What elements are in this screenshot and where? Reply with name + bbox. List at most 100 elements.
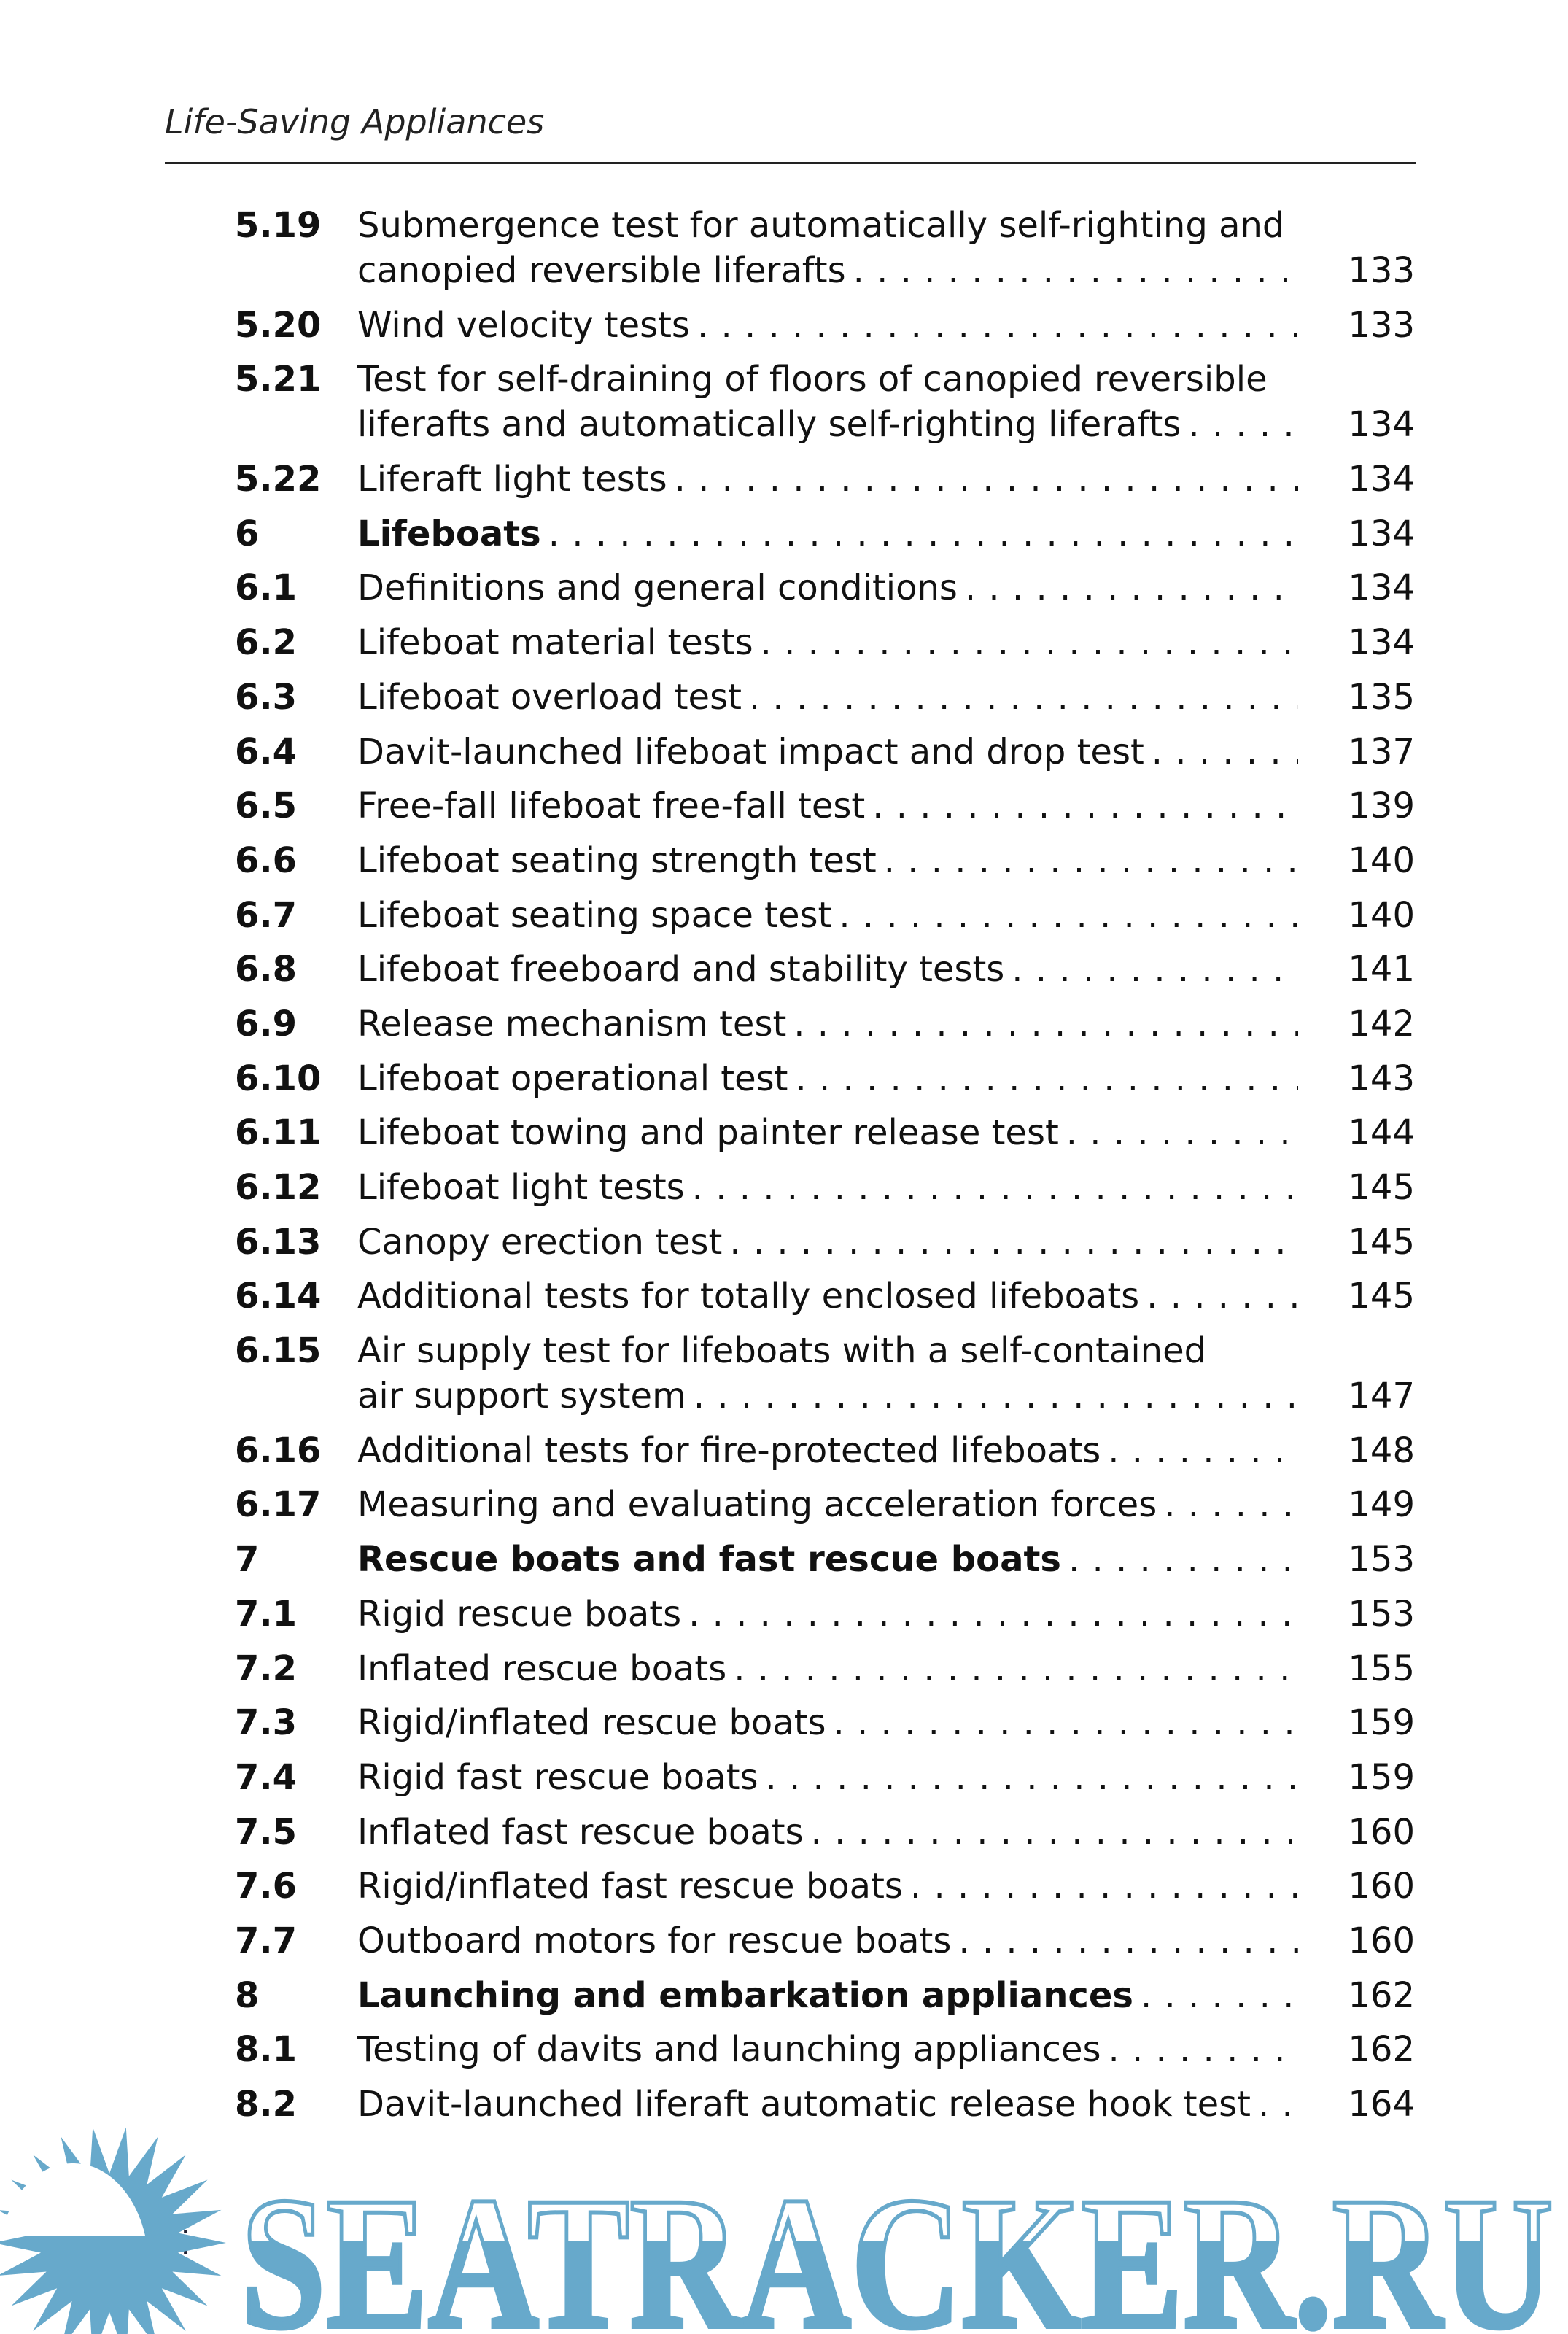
section-number: 6.3 [235, 676, 298, 718]
toc-entry[interactable]: 6.14 Additional tests for totally enclose… [0, 1273, 1568, 1319]
section-number: 8.1 [235, 2029, 298, 2071]
page-reference: 140 [1348, 840, 1415, 881]
dot-leader [692, 1165, 1298, 1210]
page-reference: 140 [1348, 894, 1415, 936]
section-number: 6.10 [235, 1058, 322, 1099]
toc-entry[interactable]: 6.8 Lifeboat freeboard and stability test… [0, 947, 1568, 992]
toc-entry[interactable]: 6.7 Lifeboat seating space test 140 [0, 893, 1568, 938]
toc-entry[interactable]: 6.2 Lifeboat material tests 134 [0, 620, 1568, 665]
toc-entry[interactable]: 7.5 Inflated fast rescue boats 160 [0, 1810, 1568, 1855]
section-number: 6.9 [235, 1003, 298, 1044]
section-number: 6.6 [235, 840, 298, 881]
page-reference: 145 [1348, 1276, 1415, 1317]
section-title: Free-fall lifeboat free-fall test [357, 786, 866, 827]
dot-leader [795, 1056, 1298, 1101]
section-number: 8.2 [235, 2084, 298, 2125]
toc-entry[interactable]: 7.7 Outboard motors for rescue boats 160 [0, 1918, 1568, 1963]
section-number: 6.8 [235, 949, 298, 990]
toc-entry[interactable]: 5.21 Test for self-draining of floors of … [0, 357, 1568, 447]
toc-entry[interactable]: 6.3 Lifeboat overload test 135 [0, 675, 1568, 720]
toc-entry[interactable]: 6.17 Measuring and evaluating acceleratio… [0, 1482, 1568, 1527]
dot-leader [1012, 947, 1298, 992]
page-reference: 143 [1348, 1058, 1415, 1099]
section-title: Air supply test for lifeboats with a sel… [357, 1330, 1207, 1372]
section-title: air support system [357, 1376, 686, 1417]
page-reference: 164 [1348, 2084, 1415, 2125]
section-title: Release mechanism test [357, 1003, 787, 1044]
section-number: 7.5 [235, 1811, 298, 1853]
section-number: 6 [235, 513, 260, 554]
page-reference: 133 [1348, 250, 1415, 291]
page-reference: 134 [1348, 567, 1415, 609]
toc-entry[interactable]: 8.1 Testing of davits and launching appli… [0, 2027, 1568, 2072]
dot-leader [1152, 729, 1298, 775]
dot-leader [749, 675, 1298, 720]
toc-entry[interactable]: 5.20 Wind velocity tests 133 [0, 303, 1568, 348]
toc-entry[interactable]: 5.19 Submergence test for automatically s… [0, 203, 1568, 293]
section-title: Lifeboat seating space test [357, 894, 832, 936]
page-reference: 137 [1348, 731, 1415, 772]
section-number: 8 [235, 1974, 260, 2016]
section-number: 7.1 [235, 1593, 298, 1635]
dot-leader [1066, 1110, 1298, 1155]
dot-leader [1108, 1428, 1298, 1473]
section-number: 7.3 [235, 1702, 298, 1744]
toc-entry[interactable]: 6.16 Additional tests for fire-protected … [0, 1428, 1568, 1473]
toc-entry[interactable]: 6.12 Lifeboat light tests 145 [0, 1165, 1568, 1210]
dot-leader [1146, 1273, 1298, 1319]
dot-leader [766, 1755, 1298, 1800]
page-reference: 160 [1348, 1866, 1415, 1907]
section-title: Rigid fast rescue boats [357, 1756, 758, 1798]
toc-entry[interactable]: 6.1 Definitions and general conditions 134 [0, 565, 1568, 610]
toc-entry[interactable]: 6.15 Air supply test for lifeboats with a… [0, 1328, 1568, 1419]
toc-entry[interactable]: 6.13 Canopy erection test 145 [0, 1220, 1568, 1265]
section-title: Launching and embarkation appliances [357, 1974, 1133, 2016]
dot-leader [910, 1864, 1298, 1909]
toc-entry[interactable]: 6.11 Lifeboat towing and painter release … [0, 1110, 1568, 1155]
toc-entry[interactable]: 6.4 Davit-launched lifeboat impact and dr… [0, 729, 1568, 775]
toc-entry[interactable]: 7.2 Inflated rescue boats 155 [0, 1646, 1568, 1691]
section-title: Lifeboat freeboard and stability tests [357, 949, 1005, 990]
toc-entry[interactable]: 6.10 Lifeboat operational test 143 [0, 1056, 1568, 1101]
section-number: 6.16 [235, 1430, 322, 1471]
section-number: 5.22 [235, 459, 322, 500]
toc-entry[interactable]: 6.6 Lifeboat seating strength test 140 [0, 838, 1568, 883]
section-number: 6.14 [235, 1276, 322, 1317]
dot-leader [834, 1700, 1298, 1745]
page-reference: 135 [1348, 676, 1415, 718]
toc-entry[interactable]: 6 Lifeboats 134 [0, 511, 1568, 557]
dot-leader [1188, 402, 1298, 447]
section-title: Lifeboat operational test [357, 1058, 788, 1099]
toc-entry[interactable]: 6.5 Free-fall lifeboat free-fall test 139 [0, 783, 1568, 829]
toc-entry[interactable]: 7.6 Rigid/inflated fast rescue boats 160 [0, 1864, 1568, 1909]
toc-entry[interactable]: 5.22 Liferaft light tests 134 [0, 457, 1568, 502]
sun-icon [0, 2127, 226, 2334]
section-title: Submergence test for automatically self-… [357, 205, 1285, 246]
dot-leader [761, 620, 1298, 665]
page-reference: 159 [1348, 1756, 1415, 1798]
section-number: 6.7 [235, 894, 298, 936]
toc-entry[interactable]: 6.9 Release mechanism test 142 [0, 1001, 1568, 1047]
toc-entry[interactable]: 7.3 Rigid/inflated rescue boats 159 [0, 1700, 1568, 1745]
section-title: Measuring and evaluating acceleration fo… [357, 1484, 1157, 1526]
section-title: Davit-launched liferaft automatic releas… [357, 2084, 1251, 2125]
section-number: 5.19 [235, 205, 322, 246]
dot-leader [548, 511, 1298, 557]
toc-entry[interactable]: 7.1 Rigid rescue boats 153 [0, 1591, 1568, 1637]
dot-leader [853, 248, 1298, 293]
dot-leader [884, 838, 1298, 883]
section-title: Lifeboat towing and painter release test [357, 1112, 1059, 1154]
page-reference: 134 [1348, 404, 1415, 446]
section-title: Inflated rescue boats [357, 1648, 727, 1689]
toc-entry[interactable]: 8 Launching and embarkation appliances 162 [0, 1973, 1568, 2018]
section-number: 6.4 [235, 731, 298, 772]
page-reference: 162 [1348, 2029, 1415, 2071]
section-number: 6.15 [235, 1330, 322, 1372]
toc-entry[interactable]: 7.4 Rigid fast rescue boats 159 [0, 1755, 1568, 1800]
section-title: canopied reversible liferafts [357, 250, 846, 291]
toc-entry[interactable]: 8.2 Davit-launched liferaft automatic rel… [0, 2082, 1568, 2127]
dot-leader [811, 1810, 1298, 1855]
toc-entry[interactable]: 7 Rescue boats and fast rescue boats 153 [0, 1537, 1568, 1582]
dot-leader [697, 303, 1298, 348]
page-reference: 134 [1348, 513, 1415, 554]
